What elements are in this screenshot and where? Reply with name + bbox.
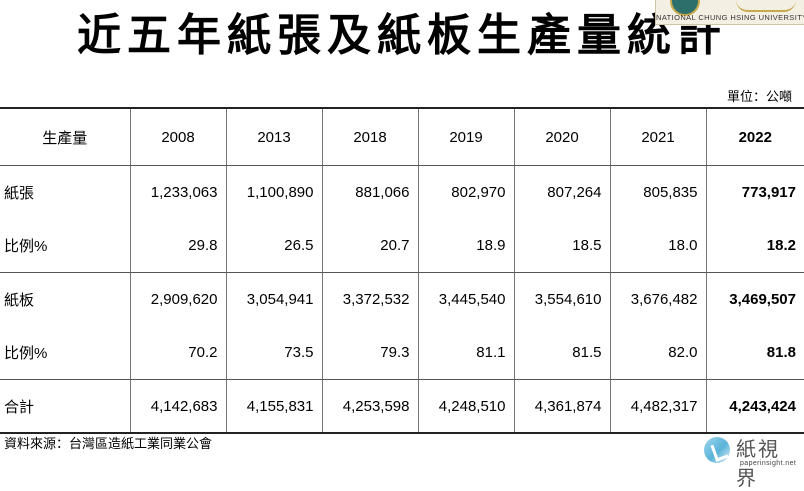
table-cell: 3,676,482 (609, 272, 706, 326)
table-cell: 70.2 (129, 326, 226, 380)
table-cell: 3,445,540 (417, 272, 514, 326)
table-cell: 81.8 (705, 326, 804, 380)
table-row: 比例% 70.2 73.5 79.3 81.1 81.5 82.0 81.8 (0, 326, 804, 380)
table-cell: 4,248,510 (417, 379, 514, 434)
table-cell: 79.3 (321, 326, 418, 380)
table-cell: 18.2 (705, 219, 804, 273)
row-label: 紙張 (4, 185, 35, 202)
table-cell: 773,917 (705, 165, 804, 219)
table-cell: 4,361,874 (513, 379, 610, 434)
table-row: 比例% 29.8 26.5 20.7 18.9 18.5 18.0 18.2 (0, 219, 804, 273)
header-cell: 2018 (321, 107, 418, 166)
header-cell: 2019 (417, 107, 514, 166)
table-row: 紙張 1,233,063 1,100,890 881,066 802,970 8… (0, 165, 804, 219)
table-cell: 82.0 (609, 326, 706, 380)
table-cell: 18.0 (609, 219, 706, 273)
table-cell: 81.5 (513, 326, 610, 380)
watermark-logo: 紙視界 paperinsight.net (704, 431, 797, 490)
header-cell: 2013 (225, 107, 322, 166)
unit-label: 單位：公噸 (726, 89, 792, 104)
table-cell: 4,142,683 (129, 379, 226, 434)
table-cell: 26.5 (225, 219, 322, 273)
table-cell: 881,066 (321, 165, 418, 219)
table-cell: 1,100,890 (225, 165, 322, 219)
header-cell: 2022 (705, 107, 804, 166)
table-cell: 73.5 (225, 326, 322, 380)
table-cell: 18.9 (417, 219, 514, 273)
logo-swoosh (736, 0, 796, 12)
table-cell: 802,970 (417, 165, 514, 219)
table-cell: 805,835 (609, 165, 706, 219)
header-cell: 2008 (129, 107, 226, 166)
university-name: NATIONAL CHUNG HSING UNIVERSITY (656, 13, 804, 22)
table-cell: 4,155,831 (225, 379, 322, 434)
header-cell: 2021 (609, 107, 706, 166)
table-cell: 18.5 (513, 219, 610, 273)
row-label: 紙板 (4, 292, 35, 309)
check-mark-icon (704, 437, 730, 463)
row-label: 合計 (0, 379, 130, 434)
table-cell: 2,909,620 (129, 272, 226, 326)
table-cell: 81.1 (417, 326, 514, 380)
table-cell: 3,372,532 (321, 272, 418, 326)
table-cell: 4,243,424 (705, 379, 804, 434)
table-cell: 3,469,507 (705, 272, 804, 326)
table-cell: 4,253,598 (321, 379, 418, 434)
row-label: 比例% (0, 219, 130, 273)
table-row: 紙板 2,909,620 3,054,941 3,372,532 3,445,5… (0, 272, 804, 326)
watermark-site: paperinsight.net (740, 460, 797, 467)
row-label: 比例% (0, 326, 130, 380)
table-cell: 4,482,317 (609, 379, 706, 434)
source-note: 資料來源：台灣區造紙工業同業公會 (4, 436, 213, 451)
table-header-row: 生產量 2008 2013 2018 2019 2020 2021 2022 (0, 107, 804, 166)
university-logo: NATIONAL CHUNG HSING UNIVERSITY (655, 0, 804, 25)
page-title: 近五年紙張及紙板生產量統計 (77, 10, 727, 61)
table-cell: 29.8 (129, 219, 226, 273)
table-total-row: 合計 4,142,683 4,155,831 4,253,598 4,248,5… (0, 379, 804, 434)
table-cell: 20.7 (321, 219, 418, 273)
table-cell: 1,233,063 (129, 165, 226, 219)
table-cell: 3,054,941 (225, 272, 322, 326)
header-cell: 2020 (513, 107, 610, 166)
table-cell: 3,554,610 (513, 272, 610, 326)
production-table: 生產量 2008 2013 2018 2019 2020 2021 2022 紙… (0, 107, 804, 434)
header-cell: 生產量 (0, 107, 130, 166)
table-cell: 807,264 (513, 165, 610, 219)
